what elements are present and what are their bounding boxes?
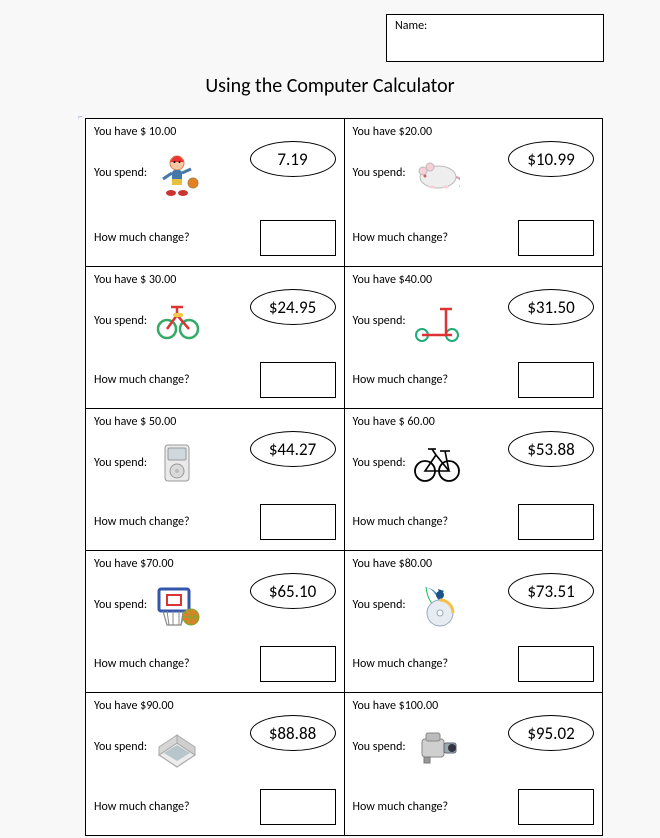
- answer-box[interactable]: [260, 220, 336, 256]
- answer-box[interactable]: [518, 789, 594, 825]
- worksheet-grid: You have $ 10.00 You spend: 7.19 How much c…: [85, 118, 603, 836]
- you-have-text: You have $70.00: [94, 557, 336, 571]
- grid-row: You have $ 10.00 You spend: 7.19 How much c…: [86, 119, 602, 267]
- price-bubble: $65.10: [250, 573, 336, 609]
- answer-box[interactable]: [518, 504, 594, 540]
- you-spend-label: You spend:: [353, 314, 406, 328]
- answer-box[interactable]: [518, 362, 594, 398]
- you-have-text: You have $ 50.00: [94, 415, 336, 429]
- change-label: How much change?: [353, 373, 449, 387]
- change-line: How much change?: [353, 789, 595, 825]
- worksheet-cell: You have $ 50.00 You spend: $44.27 How much…: [86, 409, 345, 551]
- you-spend-label: You spend:: [94, 314, 147, 328]
- worksheet-cell: You have $ 60.00 You spend: $53.88 How much…: [345, 409, 603, 551]
- you-have-text: You have $100.00: [353, 699, 595, 713]
- you-have-text: You have $ 10.00: [94, 125, 336, 139]
- price-bubble: $73.51: [508, 573, 594, 609]
- change-line: How much change?: [94, 789, 336, 825]
- page-title: Using the Computer Calculator: [0, 74, 660, 98]
- change-label: How much change?: [353, 800, 449, 814]
- worksheet-cell: You have $ 10.00 You spend: 7.19 How much c…: [86, 119, 345, 267]
- change-label: How much change?: [353, 231, 449, 245]
- you-have-text: You have $ 60.00: [353, 415, 595, 429]
- worksheet-cell: You have $ 30.00 You spend: $24.95 How much…: [86, 267, 345, 409]
- change-line: How much change?: [353, 362, 595, 398]
- worksheet-cell: You have $90.00 You spend: $88.88 How much …: [86, 693, 345, 835]
- price-bubble: $10.99: [508, 141, 594, 177]
- change-line: How much change?: [94, 220, 336, 256]
- price-bubble: $44.27: [250, 431, 336, 467]
- price-bubble: $24.95: [250, 289, 336, 325]
- you-have-text: You have $20.00: [353, 125, 595, 139]
- handheld-icon: [153, 723, 201, 771]
- you-have-text: You have $40.00: [353, 273, 595, 287]
- answer-box[interactable]: [260, 504, 336, 540]
- you-spend-label: You spend:: [353, 456, 406, 470]
- change-label: How much change?: [94, 800, 190, 814]
- change-line: How much change?: [94, 646, 336, 682]
- mp3-icon: [153, 439, 201, 487]
- clown-icon: [153, 149, 201, 197]
- worksheet-cell: You have $20.00 You spend: $10.99 How much …: [345, 119, 603, 267]
- scooter-icon: [412, 297, 460, 345]
- change-line: How much change?: [353, 646, 595, 682]
- answer-box[interactable]: [260, 646, 336, 682]
- mouse-icon: [412, 149, 460, 197]
- name-box[interactable]: Name:: [386, 14, 604, 62]
- you-spend-label: You spend:: [353, 166, 406, 180]
- you-spend-label: You spend:: [94, 740, 147, 754]
- you-have-text: You have $ 30.00: [94, 273, 336, 287]
- bicycle-icon: [412, 439, 460, 487]
- you-spend-label: You spend:: [353, 740, 406, 754]
- change-label: How much change?: [353, 657, 449, 671]
- change-label: How much change?: [94, 373, 190, 387]
- change-line: How much change?: [353, 220, 595, 256]
- answer-box[interactable]: [260, 789, 336, 825]
- grid-row: You have $ 50.00 You spend: $44.27 How much…: [86, 409, 602, 551]
- grid-row: You have $ 30.00 You spend: $24.95 How much…: [86, 267, 602, 409]
- price-bubble: $95.02: [508, 715, 594, 751]
- grid-row: You have $90.00 You spend: $88.88 How much …: [86, 693, 602, 835]
- change-label: How much change?: [94, 515, 190, 529]
- answer-box[interactable]: [518, 220, 594, 256]
- basketball-icon: [153, 581, 201, 629]
- you-have-text: You have $80.00: [353, 557, 595, 571]
- worksheet-cell: You have $70.00 You spend: $65.10 How much …: [86, 551, 345, 693]
- change-label: How much change?: [353, 515, 449, 529]
- worksheet-cell: You have $80.00 You spend: $73.51 How much …: [345, 551, 603, 693]
- answer-box[interactable]: [260, 362, 336, 398]
- you-spend-label: You spend:: [94, 456, 147, 470]
- change-line: How much change?: [94, 504, 336, 540]
- you-have-text: You have $90.00: [94, 699, 336, 713]
- answer-box[interactable]: [518, 646, 594, 682]
- price-bubble: $53.88: [508, 431, 594, 467]
- price-bubble: 7.19: [250, 141, 336, 177]
- price-bubble: $31.50: [508, 289, 594, 325]
- you-spend-label: You spend:: [94, 598, 147, 612]
- change-label: How much change?: [94, 231, 190, 245]
- anchor-mark: ⌐: [78, 110, 83, 123]
- worksheet-cell: You have $40.00 You spend: $31.50 How much …: [345, 267, 603, 409]
- music-cd-icon: [412, 581, 460, 629]
- camcorder-icon: [412, 723, 460, 771]
- change-line: How much change?: [353, 504, 595, 540]
- change-label: How much change?: [94, 657, 190, 671]
- worksheet-cell: You have $100.00 You spend: $95.02 How much…: [345, 693, 603, 835]
- you-spend-label: You spend:: [353, 598, 406, 612]
- grid-row: You have $70.00 You spend: $65.10 How much …: [86, 551, 602, 693]
- price-bubble: $88.88: [250, 715, 336, 751]
- name-label: Name:: [395, 19, 427, 33]
- you-spend-label: You spend:: [94, 166, 147, 180]
- change-line: How much change?: [94, 362, 336, 398]
- tricycle-icon: [153, 297, 201, 345]
